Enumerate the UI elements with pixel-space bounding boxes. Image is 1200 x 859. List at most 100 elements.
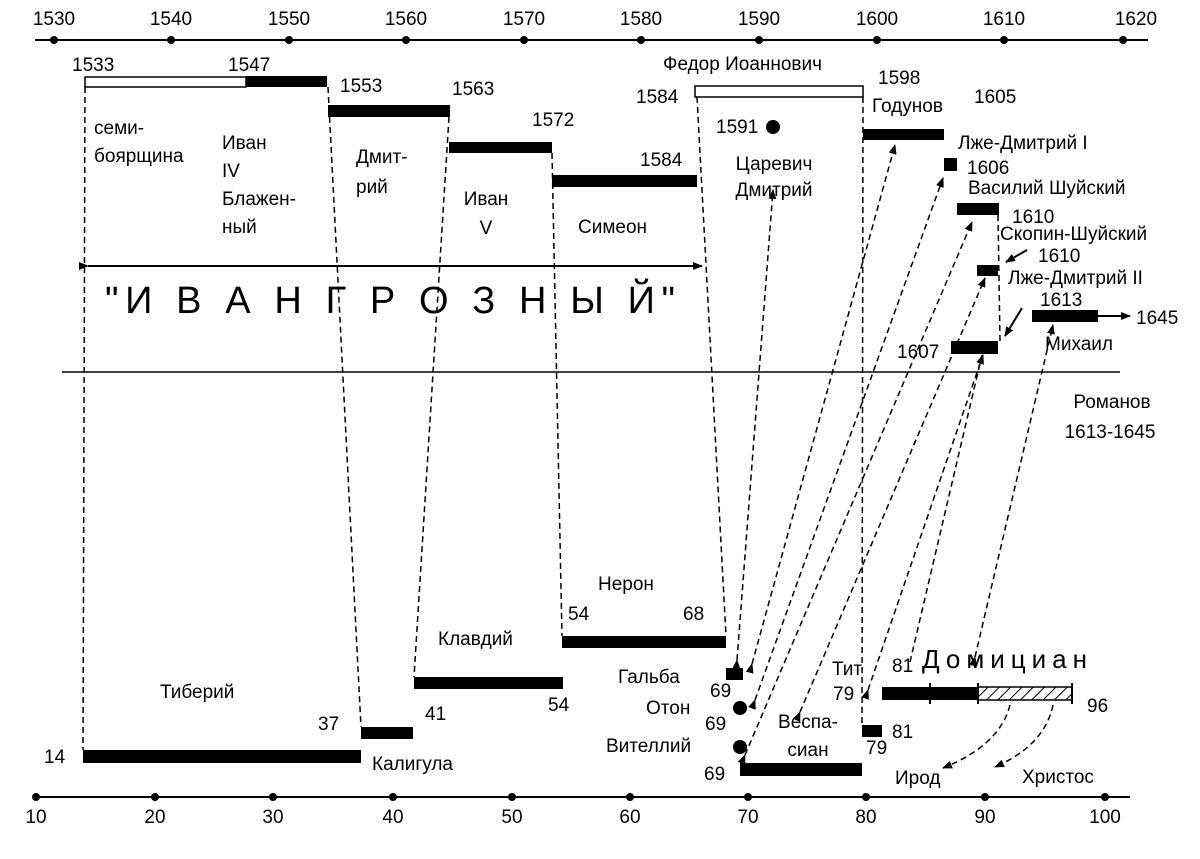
year-label: 1607: [897, 342, 939, 363]
year-label: 1645: [1136, 308, 1178, 329]
year-label: 14: [44, 747, 66, 768]
top-bars: [84, 76, 1098, 354]
bar-galba: [726, 668, 743, 680]
label-shuisky: Василий Шуйский: [968, 178, 1126, 199]
label-semiboyarshchina: семи-: [94, 118, 144, 139]
label-tsarevich: Дмитрий: [735, 180, 812, 201]
top-tick-label: 1600: [856, 9, 898, 30]
label-ivan-v: V: [480, 218, 493, 239]
bar-vespasian: [740, 763, 862, 776]
year-label: 1606: [967, 158, 1009, 179]
bar-simeon: [552, 175, 697, 187]
bottom-tick-label: 10: [25, 807, 46, 828]
bottom-tick-label: 70: [737, 807, 758, 828]
oton-dot: [733, 701, 747, 715]
year-label: 1605: [974, 87, 1016, 108]
top-tick-label: 1560: [385, 9, 427, 30]
bottom-tick-label: 30: [262, 807, 283, 828]
tsarevich-dot: [766, 120, 780, 134]
lzhe2-arrow: [1004, 307, 1023, 337]
label-godunov: Годунов: [872, 96, 943, 117]
label-galba: Гальба: [618, 667, 680, 688]
year-label: 69: [705, 714, 726, 735]
bar-skopin: [977, 265, 998, 276]
label-neron: Нерон: [598, 574, 654, 595]
top-labels: 1533 1547 1553 1563 1572 1584 1584 1598 …: [72, 54, 1178, 443]
top-tick-label: 1550: [268, 9, 310, 30]
top-tick-label: 1540: [150, 9, 192, 30]
bar-shuisky: [957, 203, 999, 215]
bottom-tick-label: 60: [619, 807, 640, 828]
dashed-connectors: [82, 86, 1001, 751]
label-simeon: Симеон: [578, 217, 647, 238]
bottom-tick-label: 40: [382, 807, 403, 828]
label-mikhail: Михаил: [1045, 334, 1113, 355]
year-label: 69: [710, 681, 731, 702]
year-label: 79: [833, 684, 854, 705]
year-label: 1563: [452, 79, 494, 100]
bar-tiberiy: [83, 750, 361, 763]
year-label: 1584: [636, 87, 679, 108]
year-label: 1584: [640, 150, 683, 171]
bottom-axis: 10 20 30 40 50 60 70 80 90 100: [25, 793, 1130, 828]
bar-semiboyarshchina: [84, 76, 247, 88]
bar-neron: [562, 636, 726, 648]
label-fedor: Федор Иоаннович: [663, 54, 822, 75]
year-label: 96: [1087, 696, 1108, 717]
top-tick-label: 1580: [620, 9, 662, 30]
bar-godunov: [863, 129, 944, 140]
label-irod: Ирод: [895, 768, 940, 789]
bar-fedor: [694, 85, 864, 98]
top-axis: 1530 1540 1550 1560 1570 1580 1590 1600 …: [33, 9, 1157, 44]
bottom-tick-label: 20: [144, 807, 165, 828]
dashed-arrows: [732, 144, 1055, 769]
label-dmitriy: Дмит-: [356, 147, 408, 168]
bottom-tick-label: 50: [501, 807, 522, 828]
bar-lzhe-dmitriy-1: [944, 158, 957, 171]
year-label: 1547: [228, 55, 270, 76]
label-dmitriy: рий: [356, 177, 388, 198]
year-label: 1598: [878, 68, 920, 89]
bar-ivan-v: [449, 142, 552, 153]
label-vespasian: сиан: [787, 740, 828, 761]
bar-ivan-iv: [246, 76, 327, 87]
year-label: 41: [425, 704, 446, 725]
year-label: 68: [683, 604, 704, 625]
label-tsarevich: Царевич: [736, 154, 813, 175]
top-axis-ticks: [50, 36, 1127, 44]
vitelliy-dot: [733, 740, 747, 754]
bottom-tick-label: 80: [855, 807, 876, 828]
label-romanov: Романов: [1073, 392, 1150, 413]
top-tick-label: 1570: [503, 9, 545, 30]
label-ivan-iv: Блажен-: [222, 189, 296, 210]
year-label: 1553: [340, 76, 382, 97]
bottom-tick-label: 90: [974, 807, 995, 828]
label-lzhe-dmitriy-2: Лже-Дмитрий II: [1008, 268, 1143, 289]
year-label: 81: [892, 656, 913, 677]
label-hristos: Христос: [1022, 767, 1094, 788]
label-oton: Отон: [646, 698, 690, 719]
year-label: 54: [568, 604, 590, 625]
label-ivan-v: Иван: [464, 189, 509, 210]
label-vespasian: Веспа-: [778, 712, 838, 733]
bottom-tick-label: 100: [1089, 807, 1121, 828]
year-label: 1610: [1012, 207, 1054, 228]
label-ivan-iv: ный: [222, 217, 257, 238]
year-label: 54: [548, 695, 570, 716]
bar-domician-hatched: [977, 686, 1073, 701]
year-label: 37: [318, 714, 339, 735]
skopin-arrow: [1005, 249, 1028, 263]
bar-kaligula: [361, 727, 413, 739]
label-lzhe-dmitriy-1: Лже-Дмитрий I: [958, 133, 1088, 154]
label-skopin: Скопин-Шуйский: [1000, 224, 1147, 245]
label-ivan-grozny: "И В А Н Г Р О З Н Ы Й": [105, 277, 675, 322]
label-ivan-iv: Иван: [222, 133, 267, 154]
year-label: 1533: [72, 55, 114, 76]
year-label: 1591: [716, 117, 758, 138]
label-domician: Домициан: [922, 644, 1093, 674]
bar-tit: [862, 725, 882, 737]
top-tick-label: 1610: [983, 9, 1025, 30]
label-semiboyarshchina: боярщина: [94, 146, 184, 167]
